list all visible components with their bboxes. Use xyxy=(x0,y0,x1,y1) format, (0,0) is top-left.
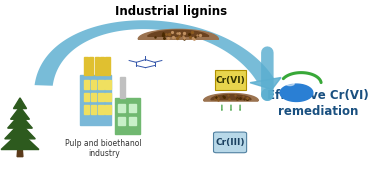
Polygon shape xyxy=(118,117,125,125)
Polygon shape xyxy=(115,98,140,134)
Polygon shape xyxy=(84,80,89,89)
Polygon shape xyxy=(14,98,26,109)
Polygon shape xyxy=(84,93,89,101)
Polygon shape xyxy=(84,105,89,114)
Polygon shape xyxy=(129,117,136,125)
Polygon shape xyxy=(91,93,96,101)
Text: Effective Cr(VI)
remediation: Effective Cr(VI) remediation xyxy=(267,89,369,118)
Polygon shape xyxy=(5,123,35,139)
Polygon shape xyxy=(84,57,88,75)
Text: Pulp and bioethanol
industry: Pulp and bioethanol industry xyxy=(65,139,142,158)
Polygon shape xyxy=(89,57,93,75)
Polygon shape xyxy=(91,80,96,89)
Polygon shape xyxy=(94,57,99,75)
Polygon shape xyxy=(34,20,274,86)
Polygon shape xyxy=(91,105,96,114)
Polygon shape xyxy=(105,105,111,114)
Polygon shape xyxy=(105,80,111,89)
Polygon shape xyxy=(17,148,23,157)
Polygon shape xyxy=(1,132,39,150)
Polygon shape xyxy=(250,77,281,89)
Polygon shape xyxy=(118,104,125,112)
Polygon shape xyxy=(204,93,258,101)
Polygon shape xyxy=(105,57,110,75)
Polygon shape xyxy=(98,80,104,89)
Text: Industrial lignins: Industrial lignins xyxy=(115,5,227,18)
FancyBboxPatch shape xyxy=(215,70,246,90)
Polygon shape xyxy=(211,95,251,100)
Polygon shape xyxy=(11,107,29,119)
Polygon shape xyxy=(80,75,111,125)
Text: Cr(III): Cr(III) xyxy=(215,138,245,147)
Polygon shape xyxy=(138,29,218,39)
Polygon shape xyxy=(105,93,111,101)
Text: Cr(VI): Cr(VI) xyxy=(215,76,245,85)
Polygon shape xyxy=(285,82,294,86)
Polygon shape xyxy=(129,104,136,112)
Polygon shape xyxy=(280,84,313,101)
Polygon shape xyxy=(148,30,209,36)
Polygon shape xyxy=(120,77,125,98)
Polygon shape xyxy=(98,105,104,114)
Polygon shape xyxy=(100,57,104,75)
FancyBboxPatch shape xyxy=(214,132,246,153)
Polygon shape xyxy=(98,93,104,101)
Polygon shape xyxy=(8,114,33,128)
